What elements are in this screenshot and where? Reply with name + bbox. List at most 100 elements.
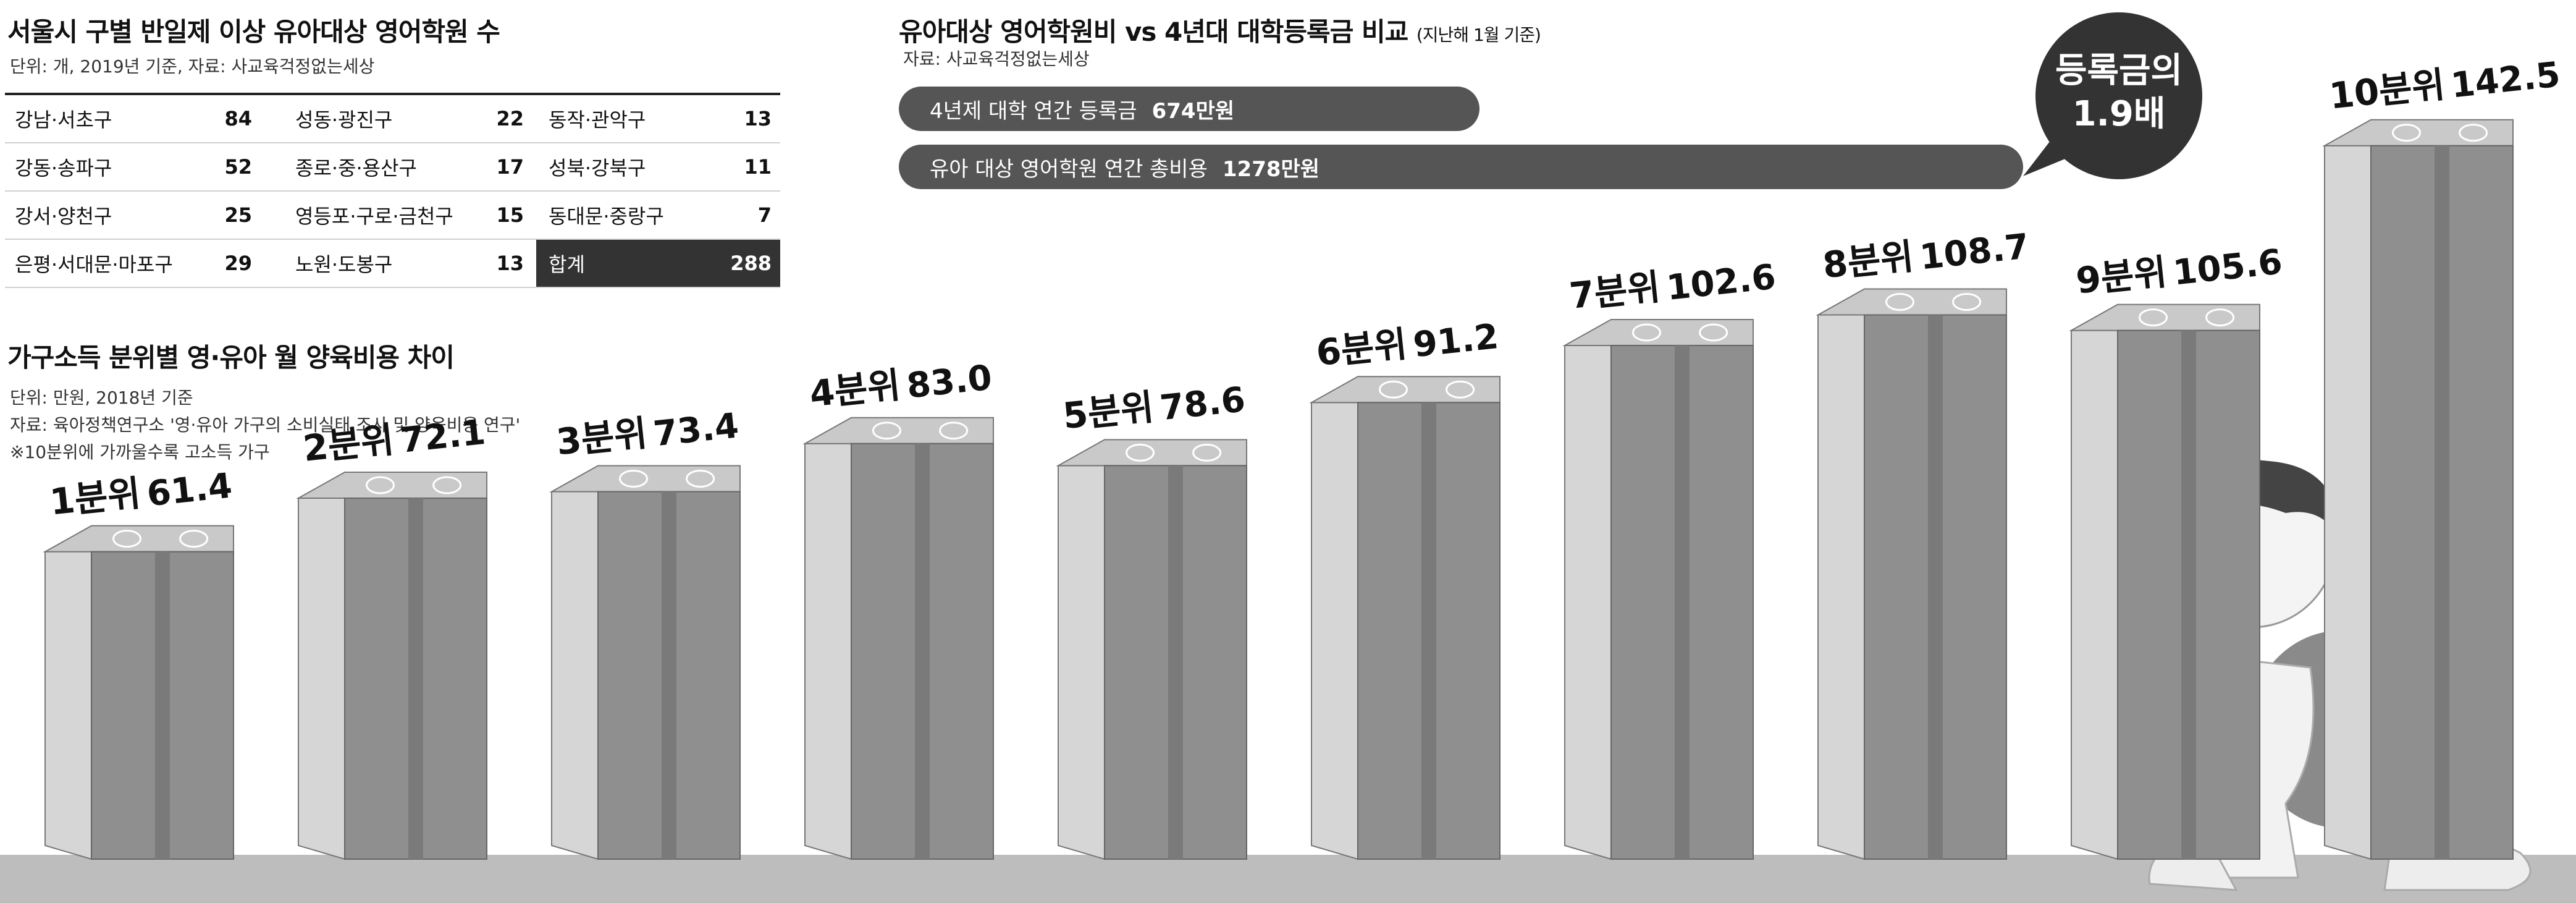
- tuition-bar-label: 4년제 대학 연간 등록금: [930, 98, 1137, 124]
- tuition-bar-value: 674만원: [1151, 98, 1235, 124]
- bar-top-circle: [432, 476, 462, 494]
- bar-top-circle: [1192, 443, 1222, 462]
- ratio-bubble-line2: 1.9배: [2072, 94, 2166, 134]
- district-table: 강남·서초구 84 성동·광진구 22 동작·관악구 13 강동·송파구 52 종로·중·용산구…: [5, 93, 780, 288]
- bar-top-circle: [2139, 308, 2168, 327]
- chart-note-income: ※10분위에 가까울수록 고소득 가구: [10, 442, 270, 462]
- district-count: 288: [730, 252, 772, 275]
- district-count: 17: [496, 155, 524, 179]
- ratio-bubble-line1: 등록금의: [2055, 51, 2183, 91]
- bar-top-circle: [2205, 308, 2235, 327]
- district-cell: 은평·서대문·마포구 29: [5, 240, 258, 287]
- district-count: 25: [224, 203, 252, 227]
- bar-side-face: [44, 551, 92, 860]
- bar-top-face: [802, 417, 994, 444]
- district-name: 합계: [549, 253, 585, 276]
- district-name: 성동·광진구: [295, 108, 393, 132]
- bar-top-face: [1309, 376, 1501, 404]
- bar-3: 3분위 73.4: [549, 405, 741, 860]
- bar-category-label: 6분위: [1314, 323, 1408, 374]
- bar-side-face: [1311, 402, 1358, 860]
- bar-category-label: 3분위: [554, 412, 649, 463]
- district-name: 성북·강북구: [549, 156, 646, 180]
- district-count: 22: [496, 107, 524, 130]
- bar-band: [408, 498, 423, 859]
- bar-top-face: [1562, 318, 1754, 346]
- district-cell: 성북·강북구 11: [536, 143, 780, 190]
- district-count: 29: [224, 252, 252, 275]
- district-cell: 동대문·중랑구 7: [536, 192, 780, 239]
- bar-side-face: [551, 491, 599, 860]
- comparison-source: 자료: 사교육걱정없는세상: [903, 49, 1090, 69]
- ratio-speech-bubble: [2023, 12, 2202, 179]
- comparison-title-note: (지난해 1월 기준): [1416, 25, 1541, 45]
- chart-title: 가구소득 분위별 영·유아 월 양육비용 차이: [7, 342, 455, 373]
- bar-value-label: 73.4: [652, 405, 741, 454]
- bar-side-face: [298, 497, 345, 860]
- district-count: 84: [224, 107, 252, 130]
- district-table-row: 은평·서대문·마포구 29 노원·도봉구 13 합계 288: [5, 240, 780, 288]
- bar-category-label: 8분위: [1820, 235, 1915, 286]
- bar-band: [1928, 315, 1943, 859]
- bar-5: 5분위 78.6: [1056, 379, 1247, 860]
- district-name: 강동·송파구: [15, 156, 112, 180]
- bar-top-circle: [872, 422, 901, 440]
- academy-cost-bar: 유아 대상 영어학원 연간 총비용 1278만원: [899, 145, 2023, 189]
- district-table-unit-note: 단위: 개, 2019년 기준, 자료: 사교육걱정없는세상: [10, 56, 375, 77]
- bar-category-label: 4분위: [807, 364, 902, 415]
- district-cell: 강동·송파구 52: [5, 143, 258, 190]
- district-name: 종로·중·용산구: [295, 156, 417, 180]
- bar-category-label: 1분위: [48, 472, 142, 524]
- bar-side-face: [804, 443, 852, 860]
- district-count: 13: [744, 107, 772, 130]
- district-cell: 강서·양천구 25: [5, 192, 258, 239]
- district-name: 은평·서대문·마포구: [15, 253, 173, 276]
- district-table-title: 서울시 구별 반일제 이상 유아대상 영어학원 수: [7, 17, 500, 47]
- bar-top-face: [1056, 439, 1247, 467]
- bar-4: 4분위 83.0: [802, 358, 994, 860]
- academy-cost-bar-label: 유아 대상 영어학원 연간 총비용: [930, 156, 1208, 182]
- district-cell: 강남·서초구 84: [5, 95, 258, 142]
- chart-note-source: 자료: 육아정책연구소 '영·유아 가구의 소비실태 조사 및 양육비용 연구': [10, 415, 521, 435]
- chart-floor: [0, 855, 2576, 903]
- bar-band: [1675, 345, 1690, 859]
- bar-band: [1168, 465, 1183, 859]
- bar-band: [915, 443, 930, 859]
- bar-band: [155, 551, 170, 859]
- bar-band: [2435, 145, 2449, 859]
- bar-band: [2181, 330, 2196, 859]
- district-name: 동대문·중랑구: [549, 205, 664, 228]
- ratio-bubble-text: 등록금의 1.9배: [2032, 49, 2205, 136]
- bar-category-label: 7분위: [1567, 266, 1662, 317]
- district-count: 11: [744, 155, 772, 179]
- district-cell: 영등포·구로·금천구 15: [258, 192, 536, 239]
- bar-top-face: [2069, 303, 2260, 331]
- bar-value-label: 102.6: [1665, 257, 1778, 308]
- bar-top-circle: [1885, 293, 1914, 312]
- bar-side-face: [2071, 329, 2118, 860]
- bar-value-label: 72.1: [398, 412, 487, 461]
- bar-9: 9분위 105.6: [2069, 242, 2284, 860]
- bar-category-label: 9분위: [2074, 251, 2168, 302]
- bar-top-circle: [366, 476, 395, 494]
- bar-top-face: [296, 471, 487, 499]
- bar-band: [662, 491, 676, 859]
- bar-value-label: 105.6: [2171, 242, 2284, 293]
- bar-top-circle: [619, 469, 648, 488]
- district-table-row: 강서·양천구 25 영등포·구로·금천구 15 동대문·중랑구 7: [5, 192, 780, 240]
- bar-top-circle: [686, 469, 715, 488]
- bar-top-circle: [1446, 380, 1475, 399]
- bar-1: 1분위 61.4: [43, 465, 234, 860]
- bar-2: 2분위 72.1: [296, 412, 487, 860]
- bar-top-face: [43, 525, 234, 553]
- bar-top-circle: [112, 530, 141, 548]
- bar-top-circle: [2459, 124, 2488, 142]
- bar-category-label: 2분위: [301, 418, 395, 470]
- bar-value-label: 83.0: [905, 358, 994, 407]
- bar-value-label: 142.5: [2449, 54, 2562, 106]
- district-cell: 동작·관악구 13: [536, 95, 780, 142]
- academy-cost-bar-value: 1278만원: [1222, 156, 1320, 182]
- bar-side-face: [1058, 465, 1105, 860]
- bar-value-label: 78.6: [1158, 379, 1247, 428]
